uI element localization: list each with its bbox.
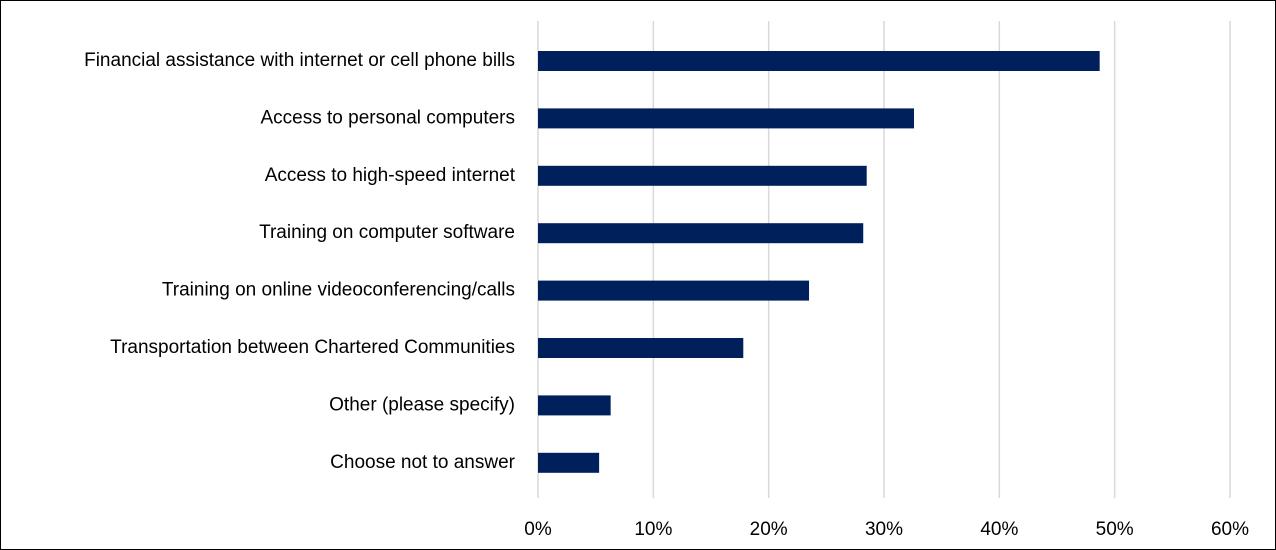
category-label: Training on online videoconferencing/cal…	[162, 280, 515, 301]
category-label: Access to personal computers	[260, 107, 515, 128]
gridlines	[537, 21, 1231, 498]
x-tick-label: 0%	[524, 519, 552, 540]
bar	[538, 51, 1100, 71]
bar	[538, 452, 600, 473]
category-label: Other (please specify)	[329, 394, 515, 415]
bar	[538, 395, 611, 416]
x-tick-label: 20%	[750, 519, 788, 540]
x-tick-label: 40%	[980, 519, 1018, 540]
category-label: Access to high-speed internet	[265, 165, 516, 186]
x-tick-label: 30%	[865, 519, 903, 540]
x-tick-label: 10%	[634, 519, 672, 540]
category-label: Training on computer software	[259, 222, 515, 243]
bar	[538, 338, 744, 358]
bars	[538, 51, 1100, 473]
x-tick-label: 50%	[1096, 519, 1134, 540]
category-label: Transportation between Chartered Communi…	[110, 337, 515, 358]
category-label: Choose not to answer	[330, 452, 516, 473]
bar	[538, 223, 864, 244]
category-label: Financial assistance with internet or ce…	[84, 50, 515, 71]
category-labels: Financial assistance with internet or ce…	[84, 50, 516, 473]
bar	[538, 108, 914, 129]
bar	[538, 165, 867, 186]
x-tick-label: 60%	[1211, 519, 1249, 540]
x-axis-tick-labels: 0% 10% 20% 30% 40% 50% 60%	[524, 519, 1249, 540]
bar	[538, 280, 810, 301]
